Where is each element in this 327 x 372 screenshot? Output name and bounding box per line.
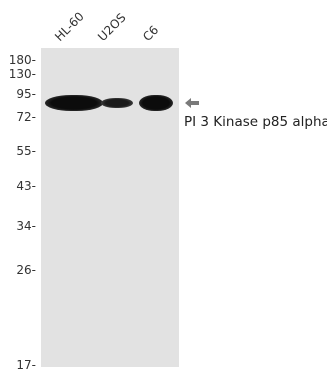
blot-membrane bbox=[41, 48, 179, 367]
marker-130: 130- bbox=[8, 67, 36, 81]
lane-label-hl60: HL-60 bbox=[52, 9, 87, 44]
marker-180: 180- bbox=[8, 53, 36, 67]
marker-26: 26- bbox=[16, 263, 36, 277]
marker-34: 34- bbox=[16, 219, 36, 233]
band-u2os bbox=[101, 98, 133, 108]
marker-95: 95- bbox=[16, 87, 36, 101]
target-protein-label: PI 3 Kinase p85 alpha bbox=[184, 114, 327, 130]
band-c6 bbox=[139, 95, 173, 111]
marker-72: 72- bbox=[16, 110, 36, 124]
lane-label-u2os: U2OS bbox=[95, 10, 129, 44]
band-hl60 bbox=[45, 95, 103, 111]
marker-17: 17- bbox=[16, 358, 36, 372]
marker-55: 55- bbox=[16, 144, 36, 158]
lane-label-c6: C6 bbox=[140, 22, 162, 44]
left-arrow-icon bbox=[185, 98, 199, 108]
marker-43: 43- bbox=[16, 179, 36, 193]
